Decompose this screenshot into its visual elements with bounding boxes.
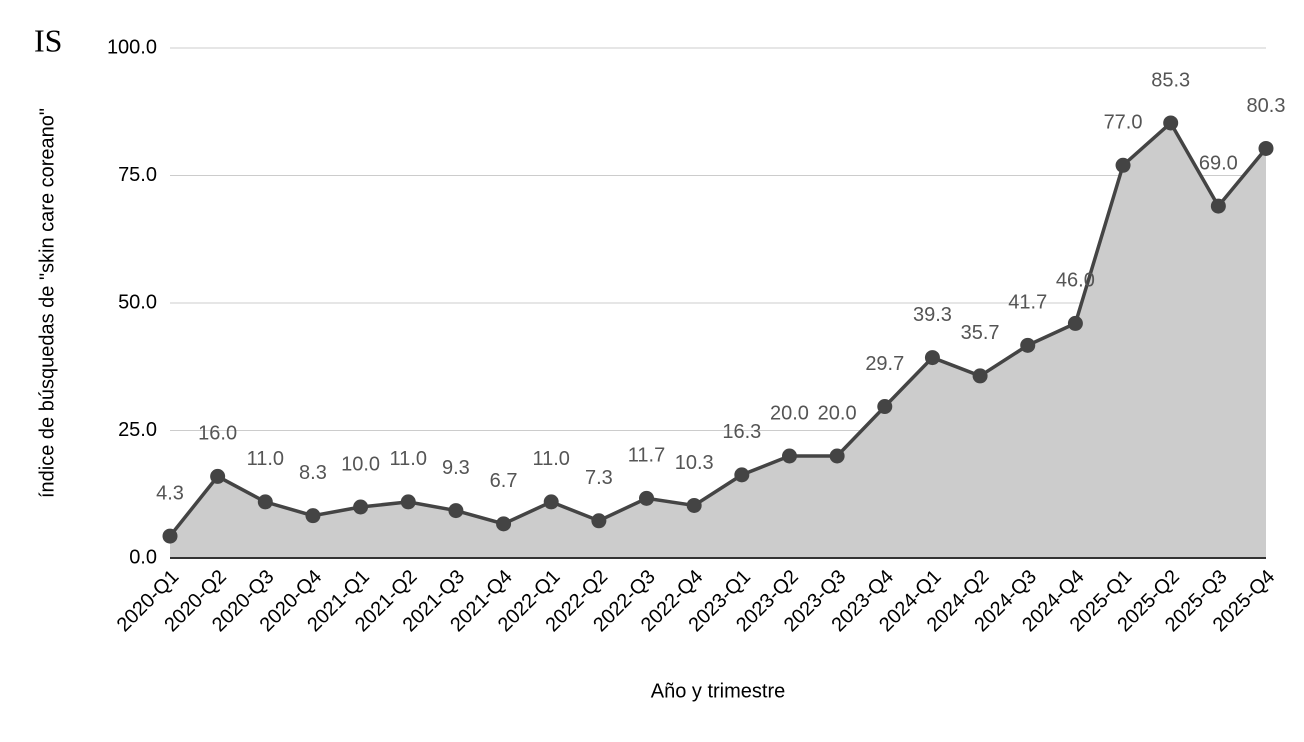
marker: [1210, 198, 1226, 214]
marker: [448, 503, 464, 519]
marker: [639, 490, 655, 506]
marker: [257, 494, 273, 510]
marker: [400, 494, 416, 510]
y-tick-label: 75.0: [118, 164, 157, 186]
marker: [1067, 315, 1083, 331]
marker: [496, 516, 512, 532]
data-label: 80.3: [1247, 95, 1286, 117]
logo: IS: [34, 22, 62, 58]
data-label: 11.7: [628, 445, 665, 467]
marker: [877, 399, 893, 415]
data-label: 7.3: [585, 467, 613, 489]
marker: [734, 467, 750, 483]
marker: [686, 497, 702, 513]
y-tick-label: 50.0: [118, 291, 157, 313]
data-label: 69.0: [1199, 152, 1238, 174]
data-label: 11.0: [390, 448, 427, 470]
data-label: 9.3: [442, 457, 470, 479]
y-tick-label: 100.0: [107, 36, 157, 58]
marker: [162, 528, 178, 544]
data-label: 20.0: [818, 402, 857, 424]
data-label: 10.3: [675, 452, 714, 474]
data-label: 85.3: [1151, 69, 1190, 91]
data-label: 4.3: [156, 482, 184, 504]
marker: [972, 368, 988, 384]
y-axis-title: índice de búsquedas de "skin care corean…: [36, 108, 58, 498]
x-axis-title: Año y trimestre: [651, 680, 785, 702]
data-label: 8.3: [299, 462, 327, 484]
marker: [210, 468, 226, 484]
marker: [829, 448, 845, 464]
marker: [781, 448, 797, 464]
data-label: 16.3: [722, 421, 761, 443]
data-label: 6.7: [490, 470, 518, 492]
data-label: 11.0: [532, 448, 569, 470]
marker: [543, 494, 559, 510]
marker: [1258, 140, 1274, 156]
area: [170, 122, 1266, 558]
data-label: 20.0: [770, 402, 809, 424]
data-label: 10.0: [341, 453, 380, 475]
data-label: 29.7: [865, 353, 904, 375]
data-label: 77.0: [1104, 112, 1143, 134]
data-label: 35.7: [961, 322, 1000, 344]
marker: [924, 350, 940, 366]
data-label: 41.7: [1008, 292, 1047, 314]
y-tick-label: 25.0: [118, 419, 157, 441]
y-tick-label: 0.0: [129, 546, 157, 568]
marker: [1115, 157, 1131, 173]
data-label: 46.0: [1056, 270, 1095, 292]
line: [168, 120, 1268, 538]
data-label: 11.0: [247, 448, 284, 470]
data-label: 16.0: [198, 423, 237, 445]
marker: [1020, 337, 1036, 353]
marker: [353, 499, 369, 515]
marker: [1163, 115, 1179, 131]
marker: [305, 508, 321, 524]
marker: [591, 513, 607, 529]
data-label: 39.3: [913, 304, 952, 326]
